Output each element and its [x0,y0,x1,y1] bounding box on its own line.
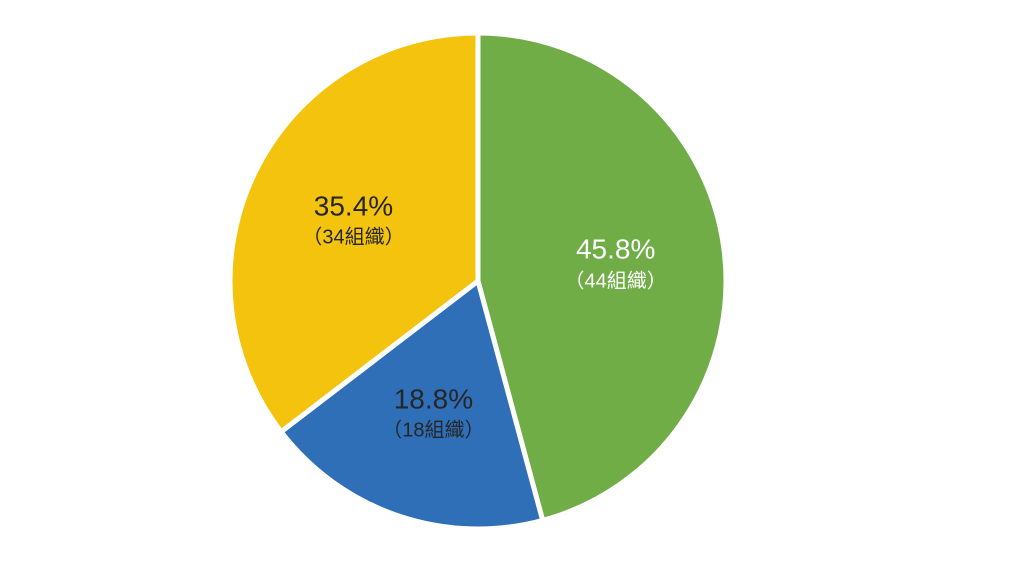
pie-slice-count-1: （18組織） [382,418,484,445]
pie-slice-label-2: 35.4%（34組織） [302,187,404,252]
pie-slice-label-1: 18.8%（18組織） [382,380,484,445]
pie-chart-container: 45.8%（44組織） 18.8%（18組織） 35.4%（34組織） [0,0,1024,561]
pie-slice-count-2: （34組織） [302,225,404,252]
pie-slice-count-0: （44組織） [565,268,667,295]
pie-slice-pct-2: 35.4% [302,187,404,225]
pie-slice-label-0: 45.8%（44組織） [565,230,667,295]
pie-slice-pct-0: 45.8% [565,230,667,268]
pie-chart-svg [0,0,1024,561]
pie-slice-pct-1: 18.8% [382,380,484,418]
